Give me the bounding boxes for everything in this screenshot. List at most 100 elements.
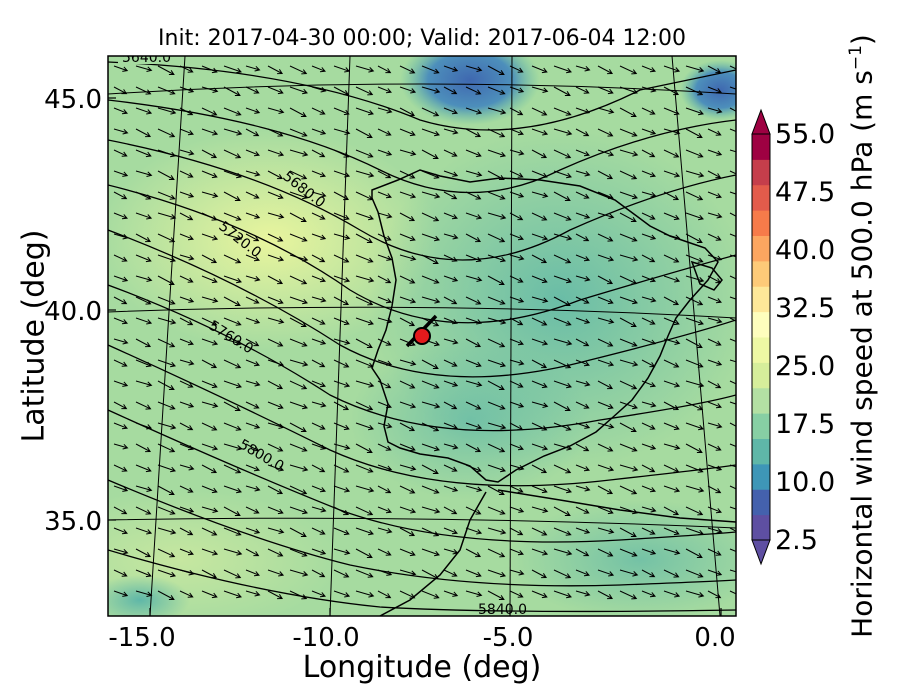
wind-vector — [355, 464, 374, 473]
wind-vector — [399, 233, 416, 242]
wind-vector — [685, 65, 705, 73]
wind-vector — [509, 422, 524, 431]
wind-vector — [157, 338, 176, 348]
wind-vector — [113, 548, 129, 555]
colorbar-tick-label: 40.0 — [775, 235, 835, 266]
wind-vector — [289, 296, 308, 305]
wind-vector — [641, 548, 657, 555]
wind-vector — [201, 569, 218, 579]
wind-field-region — [108, 130, 440, 350]
wind-vector — [663, 296, 680, 306]
colorbar-segment — [752, 134, 770, 160]
wind-vector — [135, 275, 153, 282]
wind-vector — [245, 128, 260, 137]
wind-vector — [377, 86, 392, 94]
wind-vector — [619, 527, 637, 537]
y-tick-label: 35.0 — [44, 507, 102, 537]
wind-vector — [619, 296, 638, 305]
wind-vector — [487, 107, 507, 115]
wind-vector — [113, 212, 128, 220]
wind-vector — [443, 317, 458, 325]
wind-vector — [135, 485, 153, 492]
wind-vector — [333, 506, 350, 516]
wind-vector — [685, 338, 703, 348]
wind-vector — [707, 485, 722, 494]
wind-vector — [509, 296, 525, 303]
wind-vector — [707, 170, 722, 179]
wind-vector — [729, 380, 736, 385]
wind-vector — [179, 527, 194, 536]
wind-vector — [641, 569, 656, 578]
wind-vector — [267, 401, 284, 410]
wind-vector — [179, 422, 194, 431]
wind-vector — [641, 107, 656, 115]
wind-vector — [245, 170, 261, 177]
wind-vector — [355, 380, 375, 388]
wind-vector — [729, 506, 736, 510]
wind-vector — [421, 296, 441, 304]
wind-vector — [311, 86, 327, 93]
wind-vector — [113, 569, 128, 577]
wind-vector — [575, 464, 590, 472]
wind-vector — [641, 191, 657, 198]
wind-vector — [201, 233, 219, 241]
wind-vector — [179, 86, 195, 93]
wind-vector — [223, 296, 241, 306]
wind-vector — [267, 485, 284, 495]
wind-vector — [663, 212, 680, 221]
wind-vector — [399, 380, 416, 389]
wind-vector — [531, 65, 548, 74]
wind-vector — [685, 170, 705, 178]
wind-vector — [619, 338, 638, 347]
wind-vector — [157, 527, 177, 535]
wind-vector — [289, 170, 308, 180]
wind-vector — [157, 212, 177, 220]
wind-vector — [619, 422, 637, 432]
wind-vector — [355, 359, 374, 368]
wind-vector — [487, 590, 505, 600]
wind-vector — [641, 359, 656, 368]
wind-vector — [289, 254, 309, 262]
wind-vector — [113, 191, 128, 200]
wind-vector — [487, 548, 506, 558]
wind-vectors — [113, 65, 736, 600]
wind-vector — [619, 485, 638, 495]
wind-vector — [333, 65, 351, 73]
wind-vector — [465, 170, 483, 177]
wind-vector — [443, 422, 458, 430]
wind-vector — [377, 65, 392, 74]
wind-vector — [597, 590, 614, 600]
wind-vector — [575, 191, 590, 199]
wind-vector — [157, 443, 176, 453]
wind-vector — [443, 569, 458, 577]
wind-vector — [509, 107, 524, 116]
wind-vector — [377, 443, 392, 451]
wind-vector — [575, 296, 590, 304]
wind-vector — [113, 590, 129, 597]
wind-vector — [641, 401, 657, 408]
wind-vector — [333, 443, 351, 450]
wind-vector — [201, 422, 218, 431]
wind-vector — [421, 191, 441, 199]
wind-vector — [509, 191, 525, 198]
wind-vector — [553, 128, 573, 136]
wind-vector — [597, 212, 615, 219]
wind-vector — [135, 338, 152, 348]
wind-vector — [223, 401, 241, 411]
wind-vector — [663, 254, 680, 263]
wind-vector — [443, 590, 459, 597]
wind-vector — [289, 380, 308, 390]
wind-vector — [531, 107, 548, 116]
wind-vector — [355, 401, 374, 411]
wind-vector — [465, 422, 483, 430]
wind-vector — [267, 527, 285, 534]
wind-vector — [663, 548, 681, 555]
wind-vector — [465, 527, 483, 535]
wind-vector — [289, 191, 308, 200]
chart-title: Init: 2017-04-30 00:00; Valid: 2017-06-0… — [158, 26, 686, 51]
wind-field-region — [108, 575, 190, 616]
wind-vector — [641, 65, 656, 73]
wind-vector — [443, 254, 458, 262]
wind-vector — [575, 527, 591, 534]
wind-vector — [465, 107, 483, 115]
